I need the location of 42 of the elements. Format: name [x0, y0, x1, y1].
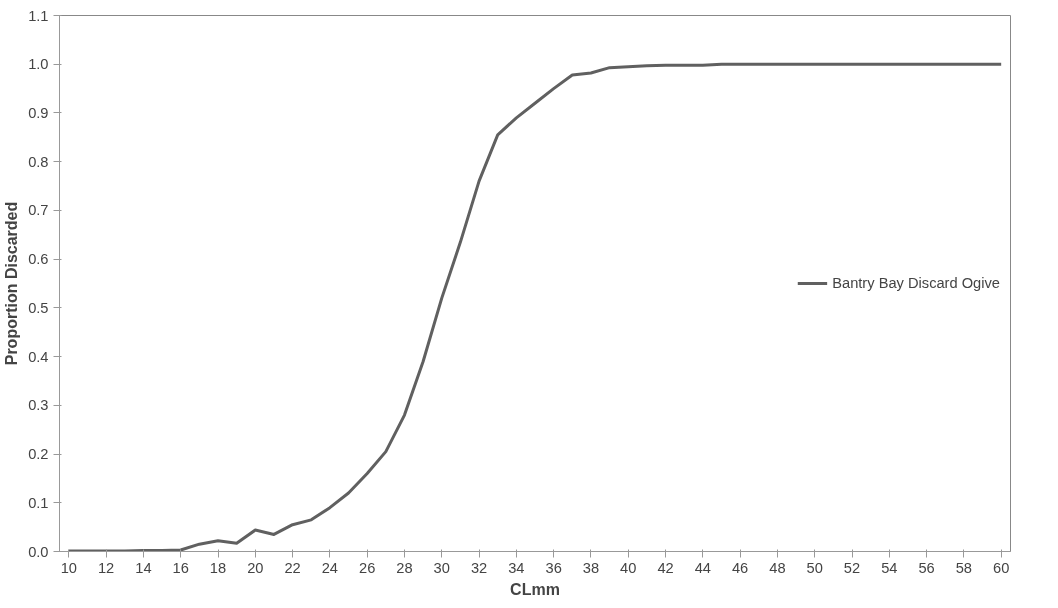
x-tick-label: 48 [769, 559, 786, 576]
x-tick-label: 52 [843, 559, 861, 576]
x-tick-label: 34 [508, 559, 525, 576]
x-tick-label: 24 [321, 559, 339, 576]
x-tick-label: 36 [545, 559, 562, 576]
x-tick-label: 26 [359, 559, 376, 576]
x-tick-label: 46 [731, 559, 749, 576]
x-tick-label: 44 [694, 559, 711, 576]
x-tick-label: 22 [284, 559, 301, 576]
x-tick-label: 40 [620, 559, 637, 576]
y-tick-label: 0.6 [28, 251, 49, 268]
x-tick-label: 14 [135, 559, 152, 576]
y-tick-label: 0.9 [28, 104, 49, 121]
legend-label: Bantry Bay Discard Ogive [832, 275, 1000, 291]
y-tick-label: 0.5 [28, 299, 49, 316]
x-tick-label: 58 [955, 559, 973, 576]
y-tick-label: 0.3 [28, 397, 49, 414]
y-tick-label: 0.2 [28, 446, 49, 463]
y-tick-label: 0.1 [28, 494, 49, 511]
x-tick-label: 60 [993, 559, 1010, 576]
x-tick-label: 56 [918, 559, 935, 576]
x-tick-label: 30 [433, 559, 450, 576]
x-tick-label: 28 [396, 559, 413, 576]
y-tick-label: 0.4 [28, 348, 49, 365]
y-axis-title: Proportion Discarded [3, 201, 21, 366]
y-tick-label: 0.0 [28, 543, 49, 560]
x-tick-label: 54 [881, 559, 898, 576]
x-tick-label: 32 [470, 559, 488, 576]
y-tick-label: 0.7 [28, 202, 49, 219]
x-tick-label: 18 [209, 559, 227, 576]
x-tick-label: 42 [657, 559, 674, 576]
x-tick-label: 38 [582, 559, 600, 576]
x-tick-label: 16 [172, 559, 189, 576]
line-series [67, 62, 1003, 552]
y-tick-label: 0.8 [28, 153, 49, 170]
x-tick-label: 20 [247, 559, 264, 576]
y-tick-label: 1.1 [28, 7, 49, 24]
x-tick-label: 12 [97, 559, 115, 576]
x-axis-title: CLmm [510, 580, 560, 598]
x-tick-label: 10 [60, 559, 77, 576]
x-tick-label: 50 [806, 559, 823, 576]
y-tick-label: 1.0 [28, 56, 49, 73]
